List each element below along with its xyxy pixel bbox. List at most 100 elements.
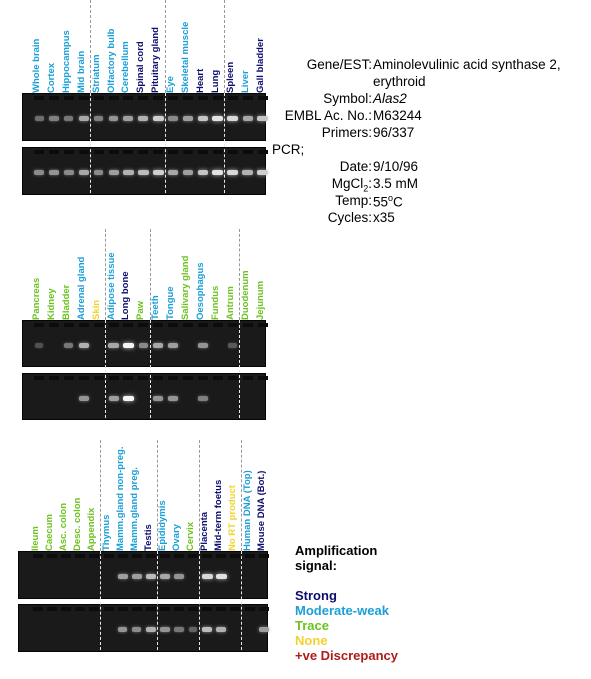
- gel-band: [168, 170, 179, 175]
- label-divider: [239, 229, 241, 320]
- gel-band: [138, 116, 149, 121]
- mgcl2-key: MgCl2:: [332, 176, 372, 194]
- lane-divider: [224, 93, 226, 193]
- gel-well: [258, 607, 269, 611]
- gel-band: [201, 627, 213, 632]
- gene-key: Gene/EST:: [306, 57, 372, 72]
- mgcl2-row: MgCl2: 3.5 mM: [272, 176, 590, 194]
- date-key: Date:: [339, 159, 372, 174]
- gel-band: [242, 116, 253, 121]
- gel-well: [227, 323, 238, 327]
- gel-well: [257, 323, 268, 327]
- gel-band: [145, 574, 157, 579]
- pcr-row: PCR;: [272, 142, 590, 159]
- lane-label: Caecum: [44, 514, 56, 551]
- gel-well: [257, 96, 268, 100]
- temp-value-sup: o: [388, 193, 394, 203]
- gel-band: [123, 170, 134, 175]
- mgcl2-key-colon: :: [368, 176, 372, 191]
- lane-divider: [199, 551, 201, 650]
- gel-well: [227, 376, 238, 380]
- lane-label: Paw: [135, 300, 147, 320]
- gel-well: [63, 323, 74, 327]
- gel-well: [197, 150, 208, 154]
- lane-label: Skeletal muscle: [180, 21, 191, 93]
- lane-label: No RT product: [227, 485, 239, 551]
- gel-band: [34, 343, 44, 348]
- gel-band: [168, 116, 178, 121]
- gel-band: [183, 116, 193, 121]
- lane-label: Gall bladder: [254, 38, 266, 93]
- mgcl2-key-main: MgCl: [331, 176, 364, 191]
- date-row: Date: 9/10/96: [272, 159, 590, 176]
- lane-label: Desc. colon: [72, 497, 84, 551]
- amplification-legend: Amplification signal: Strong Moderate-we…: [295, 543, 398, 663]
- gel-band: [78, 170, 89, 175]
- lane-label: Mamm.gland preg.: [128, 467, 140, 551]
- gel-band: [215, 574, 227, 579]
- lane-label: Mamm.gland non-preg.: [114, 446, 126, 552]
- embl-key: EMBL Ac. No.:: [284, 108, 372, 123]
- gel-band: [138, 343, 149, 348]
- gel-well: [63, 150, 74, 154]
- gel-well: [153, 323, 164, 327]
- lane-label: Jejunum: [254, 280, 266, 320]
- label-divider: [164, 0, 166, 93]
- gel-band: [34, 116, 44, 121]
- gel-well: [78, 323, 89, 327]
- gel-band: [159, 574, 170, 579]
- gel-well: [212, 376, 223, 380]
- gel-band: [197, 116, 209, 121]
- gel-well: [242, 96, 253, 100]
- symbol-key: Symbol:: [323, 91, 372, 106]
- label-divider: [100, 440, 102, 551]
- gel-well: [78, 150, 89, 154]
- legend-title-line2: signal:: [295, 558, 337, 573]
- temp-value-unit: C: [393, 194, 403, 210]
- gel-well: [93, 150, 104, 154]
- gel-well: [63, 376, 74, 380]
- lane-label: Thymus: [100, 514, 112, 551]
- gel-well: [108, 376, 119, 380]
- gel-band: [197, 170, 209, 175]
- gel-well: [117, 607, 128, 611]
- label-divider: [105, 229, 107, 320]
- gel-well: [197, 376, 208, 380]
- gel-band: [34, 170, 44, 175]
- gel-well: [138, 96, 149, 100]
- lane-label: Pituitary gland: [150, 27, 162, 93]
- lane-label: Heart: [194, 68, 206, 93]
- gel-well: [89, 607, 100, 611]
- gel-well: [34, 376, 44, 380]
- gel-well: [89, 554, 100, 558]
- legend-item-discrepancy: +ve Discrepancy: [295, 648, 398, 663]
- gel-band: [183, 170, 193, 175]
- gel-well: [174, 554, 184, 558]
- gel-band: [174, 627, 184, 632]
- gel-well: [61, 607, 72, 611]
- gel-band: [188, 627, 198, 632]
- gel-band: [64, 116, 74, 121]
- symbol-row: Symbol: Alas2: [272, 91, 590, 108]
- gel-band: [168, 343, 179, 348]
- gel-well: [202, 607, 213, 611]
- gel-band: [64, 170, 74, 175]
- label-divider: [90, 0, 92, 93]
- gel-well: [103, 554, 114, 558]
- gel-band: [242, 170, 253, 175]
- gel-well: [123, 96, 134, 100]
- gel-well: [131, 554, 142, 558]
- cycles-key: Cycles:: [327, 210, 372, 225]
- gel-well: [183, 96, 193, 100]
- label-divider: [224, 0, 226, 93]
- gel-well: [34, 96, 44, 100]
- gel-panel-2: Pancreas Kidney Bladder Adrenal gland Skin Ad…: [22, 229, 284, 420]
- gel-band: [201, 574, 213, 579]
- gel-image-bottom: [22, 373, 268, 420]
- gene-row: Gene/EST: Aminolevulinic acid synthase 2…: [272, 57, 590, 74]
- gel-image-top: [18, 551, 269, 599]
- gene-info: Gene/EST: Aminolevulinic acid synthase 2…: [272, 57, 590, 227]
- lane-divider: [90, 93, 92, 193]
- lane-label: Pancreas: [31, 277, 42, 320]
- gel-band: [108, 116, 119, 121]
